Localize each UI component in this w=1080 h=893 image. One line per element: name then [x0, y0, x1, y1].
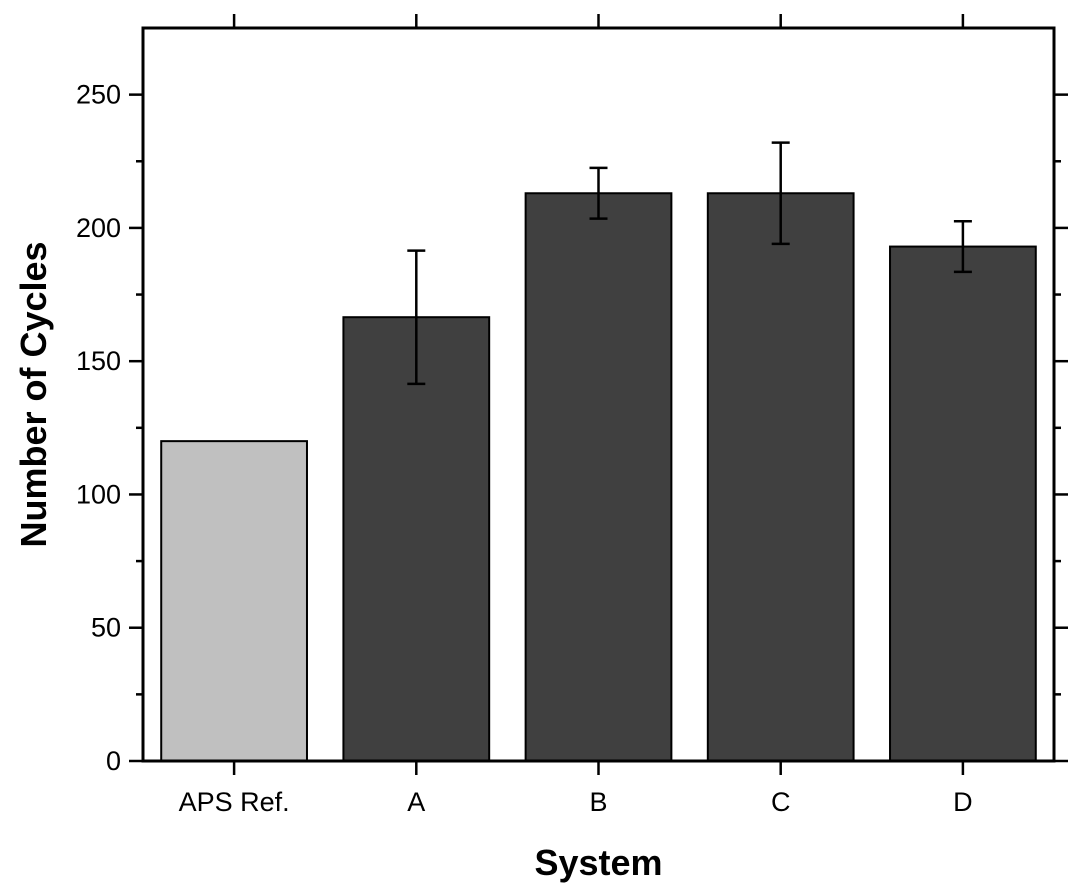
bar-4	[889, 245, 1037, 763]
bar-0	[160, 440, 308, 762]
y-tick-label: 50	[91, 613, 121, 643]
x-tick-label: B	[589, 787, 607, 817]
x-tick-labels: APS Ref. A B C D	[179, 787, 973, 817]
y-axis-title: Number of Cycles	[13, 241, 54, 547]
y-tick-label: 200	[76, 213, 121, 243]
y-tick-label: 150	[76, 346, 121, 376]
y-tick-labels: 0 50 100 150 200 250	[76, 80, 121, 776]
y-tick-label: 0	[106, 746, 121, 776]
error-bar-1	[407, 249, 426, 386]
bar-2	[524, 192, 673, 762]
error-bar-4	[953, 219, 972, 274]
error-bars	[407, 141, 972, 386]
bar-1	[342, 316, 491, 762]
y-tick-label: 250	[76, 80, 121, 110]
x-tick-label: A	[407, 787, 425, 817]
bar-3	[706, 192, 855, 762]
axis-ticks	[129, 14, 1068, 775]
bars	[160, 192, 1037, 763]
x-axis-title: System	[534, 842, 662, 883]
x-tick-label: C	[771, 787, 791, 817]
error-bar-3	[771, 141, 790, 246]
error-bar-2	[589, 166, 608, 220]
x-tick-label: D	[953, 787, 973, 817]
y-tick-label: 100	[76, 479, 121, 509]
x-tick-label: APS Ref.	[179, 787, 290, 817]
